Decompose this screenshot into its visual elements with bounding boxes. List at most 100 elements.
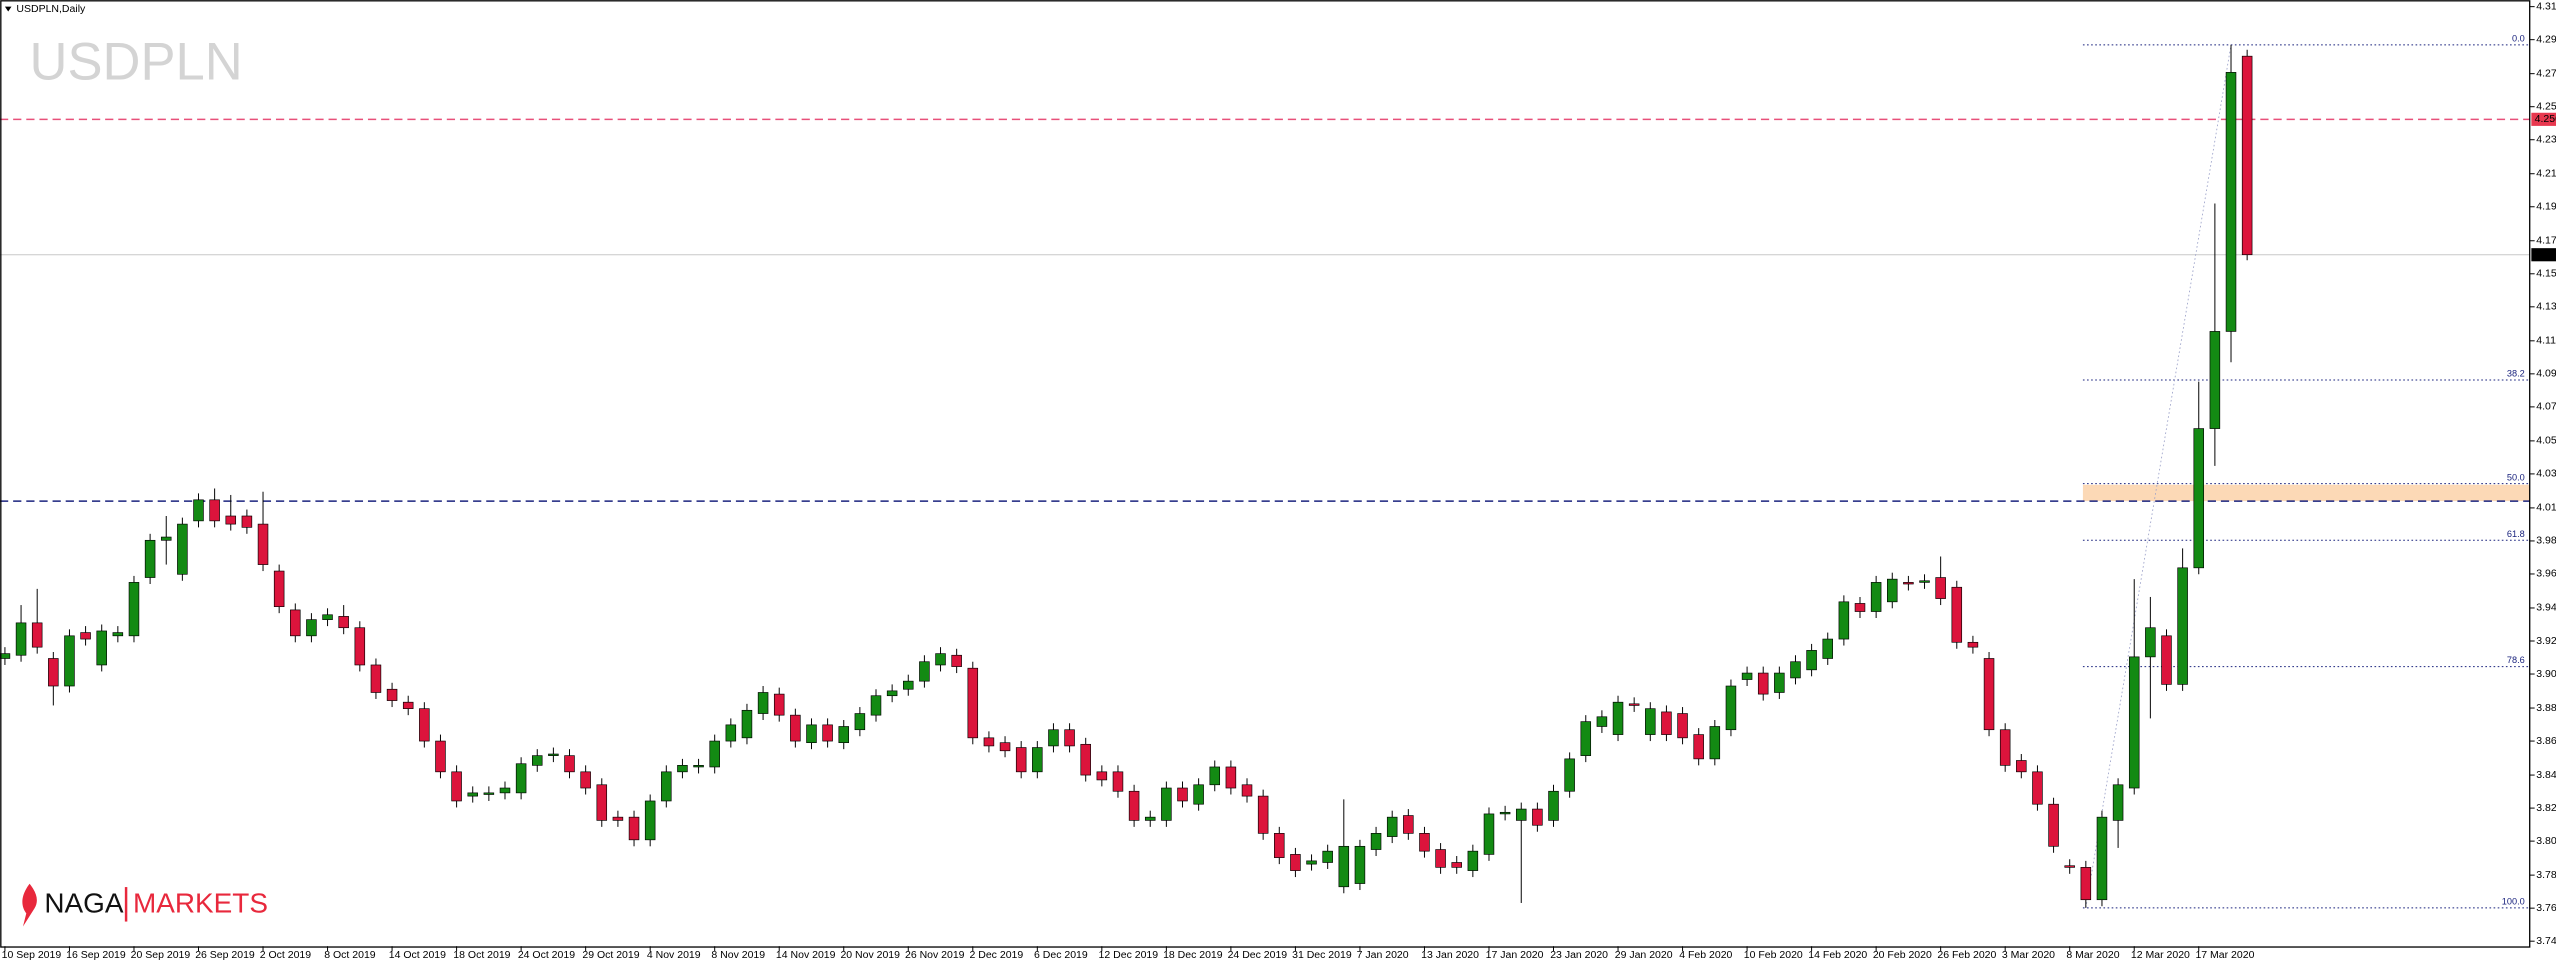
y-tick-label: 4.05140 <box>2536 435 2556 447</box>
candle-body <box>1725 685 1737 731</box>
candle-body <box>1225 766 1237 789</box>
candle-body <box>1015 747 1027 773</box>
x-tick-label: 29 Oct 2019 <box>582 949 639 960</box>
candle-body <box>144 539 156 578</box>
fib-label: 0.0 <box>2512 34 2525 44</box>
x-tick-label: 14 Feb 2020 <box>1808 949 1867 960</box>
candle-body <box>951 654 962 667</box>
x-tick-label: 26 Sep 2019 <box>195 949 255 960</box>
candle-body <box>1757 672 1769 695</box>
candle-body <box>677 765 688 773</box>
candle-body <box>1822 638 1833 659</box>
fib-label: 78.6 <box>2507 655 2525 665</box>
candle-body <box>1112 771 1124 792</box>
y-tick-label: 4.27820 <box>2536 67 2556 79</box>
y-tick-label: 4.23740 <box>2536 134 2556 146</box>
candle-body <box>177 523 188 575</box>
chart-title: USDPLN,Daily <box>16 3 86 15</box>
fib-label: 61.8 <box>2507 529 2525 539</box>
candle-body <box>15 622 27 656</box>
candle-body <box>1612 701 1624 735</box>
candle-body <box>2161 635 2172 685</box>
x-tick-label: 8 Nov 2019 <box>711 949 765 960</box>
y-tick-label: 3.78320 <box>2536 869 2556 881</box>
x-tick-label: 8 Oct 2019 <box>324 949 376 960</box>
candle-body <box>209 499 220 522</box>
candle-body <box>1999 729 2011 766</box>
candle-body <box>1628 703 1640 706</box>
candle-body <box>467 792 478 797</box>
candle-body <box>370 664 382 693</box>
x-tick-label: 12 Dec 2019 <box>1099 949 1159 960</box>
y-tick-label: 4.01000 <box>2536 502 2556 514</box>
candle-body <box>160 536 172 541</box>
candle-body <box>1838 601 1850 640</box>
candle-body <box>1515 808 1527 821</box>
candle-body <box>628 816 640 841</box>
candle-body <box>1274 833 1285 858</box>
candle-body <box>2048 803 2059 847</box>
price-label: 4.25000 <box>2535 113 2556 125</box>
y-tick-label: 3.98960 <box>2536 535 2556 547</box>
y-tick-label: 4.13420 <box>2536 301 2556 313</box>
candle-body <box>1564 758 1575 792</box>
candle-body <box>96 630 107 666</box>
candle-body <box>2032 771 2043 805</box>
candle-body <box>564 755 575 773</box>
fib-label: 50.0 <box>2507 472 2525 482</box>
candle-body <box>1693 734 1704 760</box>
candle-body <box>2016 760 2027 773</box>
candle-body <box>1370 833 1382 850</box>
menu-triangle[interactable] <box>4 6 12 12</box>
fib-label: 38.2 <box>2507 369 2525 379</box>
y-tick-label: 4.09280 <box>2536 368 2556 380</box>
y-tick-label: 3.94820 <box>2536 602 2556 614</box>
candle-body <box>903 680 914 690</box>
y-tick-label: 3.74240 <box>2536 935 2556 947</box>
candle-body <box>2241 55 2253 256</box>
candle-body <box>1580 721 1592 756</box>
candle-body <box>935 653 946 666</box>
x-tick-label: 2 Oct 2019 <box>260 949 312 960</box>
candle-body <box>1790 661 1801 679</box>
candle-body <box>1161 787 1172 821</box>
candle-body <box>548 753 559 756</box>
y-tick-label: 4.29920 <box>2536 33 2556 45</box>
candle-body <box>338 616 349 629</box>
candle-body <box>515 763 527 794</box>
candle-body <box>2193 428 2205 569</box>
candle-body <box>1338 845 1350 888</box>
candle-body <box>1128 790 1140 821</box>
candle-body <box>1645 708 1656 735</box>
candle-body <box>1774 672 1785 693</box>
candle-body <box>290 609 301 637</box>
candle-body <box>580 771 591 789</box>
price-label-bg <box>2531 112 2556 126</box>
candle-body <box>709 740 720 768</box>
candle-body <box>806 724 817 744</box>
candle-body <box>1193 784 1204 805</box>
x-tick-label: 8 Mar 2020 <box>2066 949 2119 960</box>
x-tick-label: 10 Sep 2019 <box>2 949 62 960</box>
candle-body <box>1870 582 1882 612</box>
logo: NAGA MARKETS <box>22 883 268 927</box>
candle-layer <box>0 44 2253 908</box>
x-tick-label: 14 Nov 2019 <box>776 949 836 960</box>
x-tick-label: 13 Jan 2020 <box>1421 949 1479 960</box>
candle-body <box>193 499 204 522</box>
candle-body <box>1257 795 1269 834</box>
candle-body <box>1499 811 1511 815</box>
candle-body <box>2225 72 2237 332</box>
candle-body <box>2080 867 2092 901</box>
candle-body <box>741 709 753 739</box>
line-layer: 0.0 38.2 50.0 61.8 78.6 100.0 <box>0 34 2530 909</box>
x-tick-label: 20 Sep 2019 <box>131 949 191 960</box>
candle-body <box>1209 766 1221 786</box>
y-tick-label: 4.17500 <box>2536 235 2556 247</box>
candle-body <box>919 661 930 682</box>
candle-body <box>322 614 333 620</box>
candle-body <box>661 771 672 802</box>
x-tick-label: 18 Dec 2019 <box>1163 949 1223 960</box>
